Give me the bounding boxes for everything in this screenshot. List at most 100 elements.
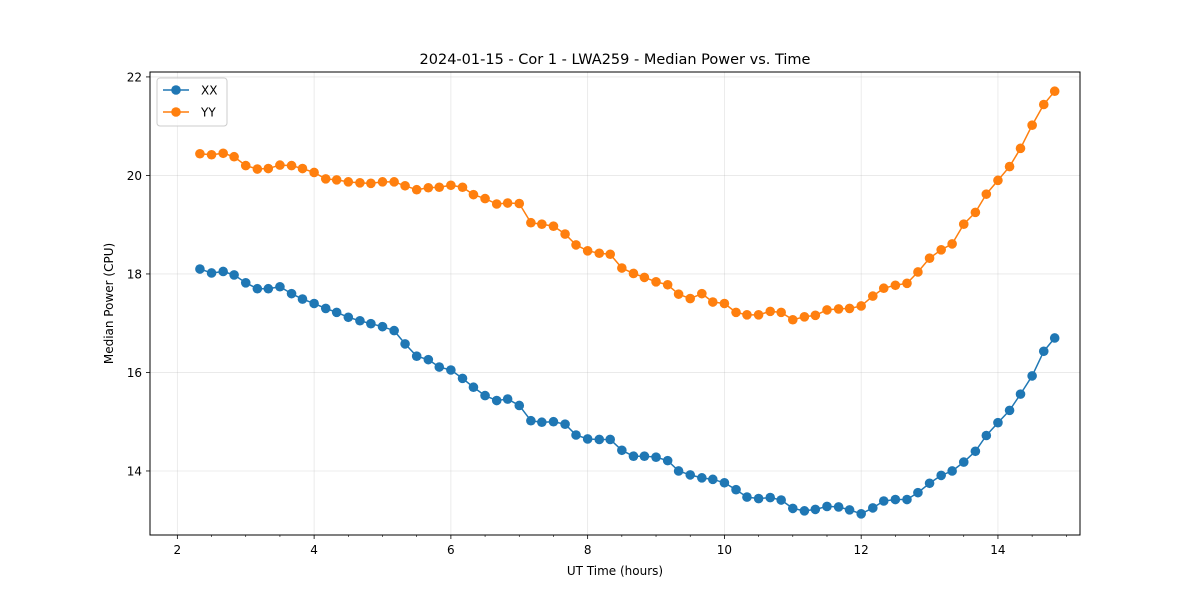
- legend-marker-xx: [171, 85, 181, 95]
- data-point-yy: [799, 312, 810, 322]
- data-point-xx: [605, 434, 616, 445]
- legend-label-yy: YY: [200, 106, 216, 120]
- data-point-yy: [673, 289, 684, 299]
- data-point-xx: [844, 505, 855, 515]
- data-point-xx: [377, 321, 388, 332]
- data-point-xx: [913, 487, 923, 498]
- data-point-xx: [639, 451, 650, 461]
- data-point-xx: [753, 493, 764, 504]
- data-point-yy: [719, 298, 730, 309]
- y-tick-label: 16: [127, 366, 142, 380]
- data-point-yy: [491, 199, 502, 209]
- y-tick-label: 22: [127, 70, 142, 84]
- data-point-xx: [252, 283, 263, 294]
- data-point-xx: [480, 390, 490, 401]
- data-point-xx: [548, 416, 559, 427]
- data-point-yy: [765, 306, 776, 317]
- data-point-xx: [594, 434, 605, 445]
- data-point-yy: [389, 177, 399, 187]
- data-point-xx: [468, 382, 479, 393]
- data-point-yy: [286, 160, 297, 171]
- data-point-yy: [275, 160, 285, 170]
- data-point-xx: [423, 354, 434, 365]
- y-axis-label: Median Power (CPU): [102, 243, 116, 364]
- data-point-xx: [366, 318, 376, 329]
- data-point-yy: [297, 163, 308, 174]
- data-point-yy: [731, 307, 741, 318]
- data-point-yy: [252, 164, 263, 174]
- data-point-yy: [400, 180, 410, 191]
- data-point-yy: [970, 207, 981, 218]
- data-point-xx: [970, 446, 981, 457]
- data-point-yy: [229, 151, 239, 162]
- data-point-yy: [742, 310, 752, 320]
- data-point-yy: [787, 314, 798, 325]
- data-point-yy: [697, 288, 707, 299]
- data-point-xx: [286, 288, 297, 299]
- data-point-yy: [958, 219, 969, 229]
- data-point-xx: [936, 470, 946, 481]
- data-point-yy: [810, 310, 821, 321]
- data-point-xx: [628, 451, 639, 461]
- data-point-xx: [195, 264, 205, 274]
- legend-label-xx: XX: [201, 84, 217, 98]
- data-point-xx: [1027, 371, 1037, 381]
- data-point-yy: [411, 184, 422, 195]
- data-point-yy: [537, 219, 547, 229]
- data-point-yy: [514, 198, 525, 209]
- data-point-xx: [263, 283, 274, 294]
- data-point-yy: [582, 246, 593, 256]
- data-point-xx: [355, 315, 365, 326]
- data-point-yy: [1049, 86, 1060, 97]
- data-point-yy: [446, 180, 456, 191]
- plot-frame: [149, 71, 1081, 536]
- data-point-yy: [468, 189, 479, 200]
- data-point-yy: [833, 304, 844, 314]
- y-tick-label: 20: [127, 169, 142, 183]
- series-line-yy: [199, 90, 1056, 321]
- data-point-xx: [856, 509, 866, 519]
- data-point-yy: [548, 221, 559, 231]
- data-point-xx: [309, 298, 319, 309]
- data-point-xx: [275, 281, 285, 292]
- data-point-yy: [868, 291, 878, 301]
- x-tick-label: 2: [174, 543, 182, 557]
- data-point-xx: [981, 430, 992, 441]
- data-point-xx: [446, 365, 456, 375]
- grid: [150, 72, 1080, 535]
- data-point-xx: [958, 457, 969, 467]
- data-point-yy: [1004, 161, 1015, 172]
- data-point-yy: [366, 178, 376, 189]
- data-point-yy: [434, 182, 445, 193]
- data-point-yy: [890, 280, 901, 291]
- data-point-xx: [673, 466, 684, 476]
- data-point-yy: [878, 283, 889, 294]
- data-point-xx: [400, 339, 410, 349]
- data-point-xx: [742, 492, 752, 502]
- data-point-xx: [993, 417, 1003, 428]
- data-point-yy: [662, 279, 673, 290]
- data-point-xx: [218, 266, 228, 277]
- data-point-xx: [719, 477, 730, 488]
- data-point-yy: [377, 177, 388, 187]
- x-tick-label: 10: [717, 543, 732, 557]
- data-point-xx: [822, 501, 832, 512]
- data-point-xx: [833, 502, 844, 512]
- data-point-xx: [924, 478, 935, 489]
- data-point-xx: [707, 474, 718, 485]
- data-point-xx: [1049, 333, 1060, 343]
- data-point-xx: [457, 373, 468, 384]
- data-point-xx: [890, 494, 901, 505]
- data-point-yy: [685, 293, 696, 304]
- data-point-yy: [480, 193, 490, 204]
- data-point-yy: [776, 307, 786, 318]
- data-point-yy: [571, 240, 581, 250]
- data-point-yy: [822, 305, 832, 315]
- y-tick-label: 14: [127, 464, 142, 478]
- x-tick-label: 6: [447, 543, 455, 557]
- data-point-xx: [537, 417, 547, 428]
- axis-ticks: 2 4 6 8 10 12 14 14 16 18 20 22: [127, 70, 1067, 557]
- y-tick-label: 18: [127, 267, 142, 281]
- data-point-xx: [560, 419, 570, 429]
